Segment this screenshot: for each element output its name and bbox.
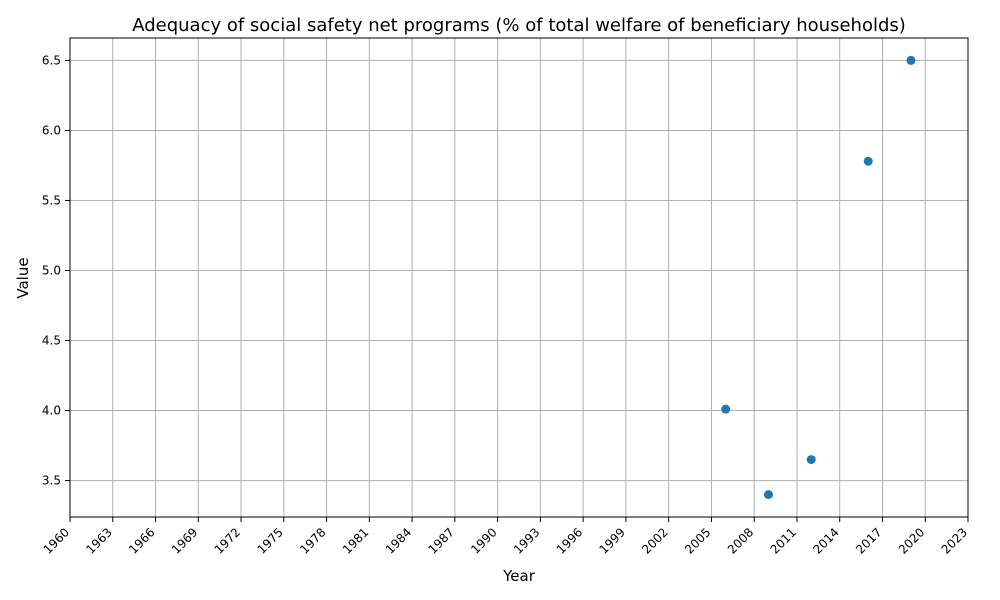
data-points	[721, 55, 916, 500]
x-tick-label: 1999	[597, 525, 628, 556]
x-tick-label: 1978	[297, 525, 328, 556]
y-tick-label: 3.5	[42, 474, 61, 488]
x-tick-label: 1987	[425, 525, 456, 556]
y-tick-label: 6.5	[42, 53, 61, 67]
x-tick-label: 1990	[468, 525, 499, 556]
x-tick-label: 1966	[126, 525, 157, 556]
x-tick-label: 1963	[83, 525, 114, 556]
data-point	[906, 55, 916, 65]
data-point	[863, 156, 873, 166]
y-axis: 3.5 4.0 4.5 5.0 5.5 6.0 6.5	[42, 53, 70, 488]
x-tick-label: 1993	[511, 525, 542, 556]
x-tick-label: 2020	[896, 525, 927, 556]
x-axis-label: Year	[502, 567, 536, 585]
x-tick-label: 2014	[810, 525, 841, 556]
y-tick-label: 4.0	[42, 404, 61, 418]
plot-frame	[69, 37, 969, 518]
y-axis-label: Value	[14, 257, 32, 298]
y-tick-label: 5.0	[42, 263, 61, 277]
x-tick-label: 2005	[682, 525, 713, 556]
x-tick-label: 1972	[212, 525, 243, 556]
x-tick-label: 2023	[939, 525, 970, 556]
x-tick-label: 2011	[768, 525, 799, 556]
grid	[69, 38, 969, 517]
x-tick-label: 1981	[340, 525, 371, 556]
y-tick-label: 6.0	[42, 123, 61, 137]
x-tick-label: 1960	[41, 525, 72, 556]
data-point	[763, 490, 773, 500]
x-tick-label: 1996	[554, 525, 585, 556]
chart-title: Adequacy of social safety net programs (…	[132, 15, 906, 36]
x-axis: 1960 1963 1966 1969 1972 1975 1978 1981 1984 1987…	[41, 517, 970, 557]
x-tick-label: 2008	[725, 525, 756, 556]
x-tick-label: 1969	[169, 525, 200, 556]
x-tick-label: 1984	[383, 525, 414, 556]
x-tick-label: 2002	[639, 525, 670, 556]
data-point	[721, 404, 731, 414]
data-point	[806, 455, 816, 465]
y-tick-label: 5.5	[42, 193, 61, 207]
x-tick-label: 2017	[853, 525, 884, 556]
x-tick-label: 1975	[254, 525, 285, 556]
y-tick-label: 4.5	[42, 334, 61, 348]
